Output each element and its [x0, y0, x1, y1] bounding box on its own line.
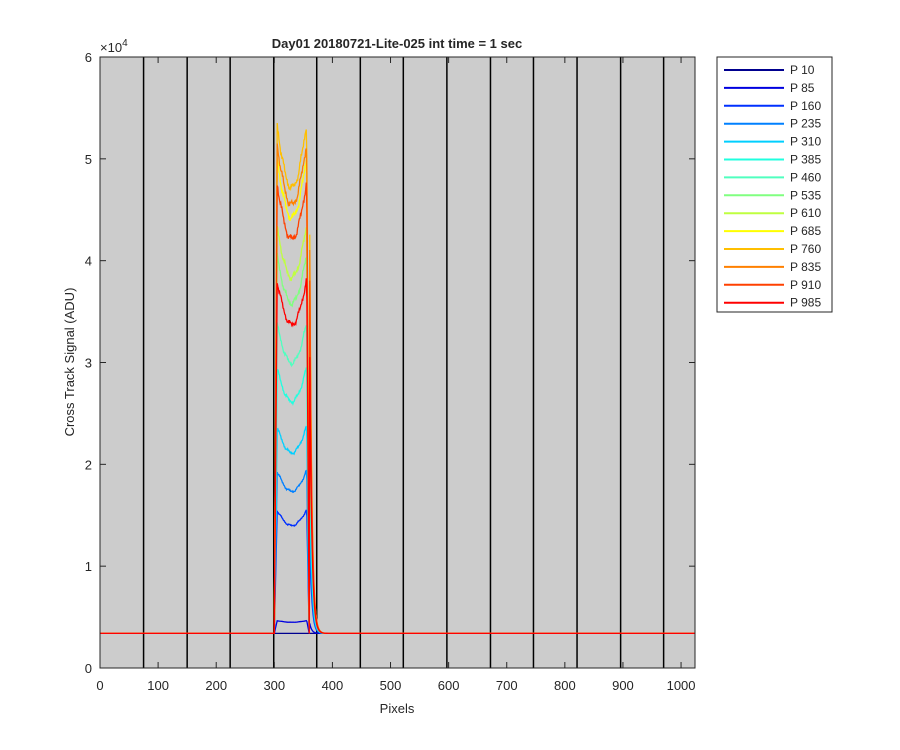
x-tick-label: 600 — [438, 678, 460, 693]
vertical-lines — [142, 57, 665, 668]
x-tick-label: 300 — [263, 678, 285, 693]
x-axis-ticks: 0 100 200 300 400 500 600 700 800 900 1000 — [96, 57, 696, 693]
series-lines — [100, 122, 695, 635]
legend-label: P 235 — [790, 117, 821, 131]
y-tick-label: 6 — [85, 50, 92, 65]
legend-box — [716, 56, 833, 313]
legend-label: P 10 — [790, 63, 815, 77]
y-tick-label: 0 — [85, 661, 92, 676]
legend-label: P 160 — [790, 99, 821, 113]
y-axis-ticks: 0 1 2 3 4 5 6 — [85, 50, 695, 676]
x-tick-label: 0 — [96, 678, 103, 693]
x-tick-label: 200 — [205, 678, 227, 693]
legend-label: P 685 — [790, 224, 821, 238]
legend-items: P 10 P 85 P 160 P 235 P 310 P 385 P 460 P 535 P … — [724, 63, 821, 310]
legend-label: P 85 — [790, 81, 815, 95]
chart-title: Day01 20180721-Lite-025 int time = 1 sec — [272, 36, 522, 51]
x-tick-label: 700 — [496, 678, 518, 693]
x-tick-label: 500 — [380, 678, 402, 693]
legend-label: P 910 — [790, 278, 821, 292]
x-tick-label: 800 — [554, 678, 576, 693]
x-axis-label: Pixels — [380, 701, 415, 716]
x-tick-label: 1000 — [667, 678, 696, 693]
series-line — [100, 278, 695, 635]
legend: P 10 P 85 P 160 P 235 P 310 P 385 P 460 P 535 P … — [716, 56, 833, 313]
y-tick-label: 1 — [85, 559, 92, 574]
legend-label: P 835 — [790, 260, 821, 274]
y-multiplier-label: ×104 — [100, 38, 128, 55]
x-tick-label: 100 — [147, 678, 169, 693]
x-tick-label: 400 — [322, 678, 344, 693]
y-tick-label: 3 — [85, 356, 92, 371]
legend-label: P 310 — [790, 135, 821, 149]
legend-label: P 760 — [790, 242, 821, 256]
y-tick-label: 5 — [85, 152, 92, 167]
legend-label: P 985 — [790, 296, 821, 310]
y-tick-label: 2 — [85, 457, 92, 472]
plot-area — [100, 57, 695, 668]
legend-label: P 610 — [790, 206, 821, 220]
legend-label: P 460 — [790, 170, 821, 184]
legend-label: P 535 — [790, 188, 821, 202]
legend-label: P 385 — [790, 153, 821, 167]
y-axis-label: Cross Track Signal (ADU) — [62, 288, 77, 437]
y-tick-label: 4 — [85, 254, 92, 269]
x-tick-label: 900 — [612, 678, 634, 693]
